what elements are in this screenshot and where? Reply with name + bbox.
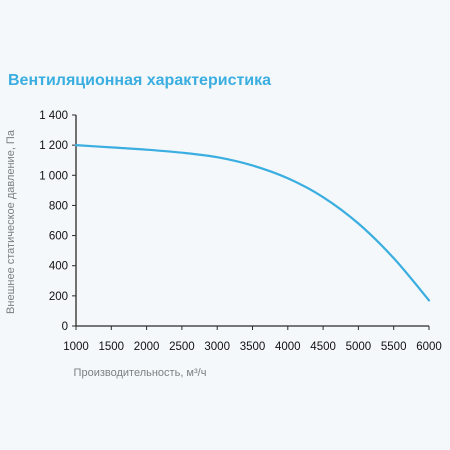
y-tick-label: 400 [49,261,68,273]
y-tick-label: 800 [49,200,68,212]
x-tick-label: 5500 [381,341,407,353]
y-tick-label: 200 [49,291,68,303]
y-tick-label: 600 [49,231,68,243]
y-tick-label: 1 200 [39,140,68,152]
x-tick-label: 1500 [99,341,125,353]
x-tick-label: 2500 [169,341,195,353]
y-tick-label: 1 000 [39,170,68,182]
x-tick-label: 4500 [310,341,336,353]
x-tick-label: 5000 [346,341,372,353]
series-line-pressure [74,144,431,302]
x-tick-label: 3000 [204,341,230,353]
x-ticks: 1000 1500 2000 2500 3000 3500 4000 4500 5000 5500… [63,326,442,353]
y-tick-label: 0 [62,321,68,333]
y-tick-label: 1 400 [39,110,68,122]
chart-title: Вентиляционная характеристика [8,72,272,89]
x-tick-label: 4000 [275,341,301,353]
x-tick-label: 2000 [134,341,160,353]
x-tick-label: 6000 [416,341,442,353]
y-axis-label: Внешнее статическое давление, Па [5,129,17,314]
x-tick-label: 1000 [63,341,89,353]
x-axis-label: Производительность, м³/ч [74,367,207,379]
x-tick-label: 3500 [240,341,266,353]
y-ticks: 0 200 400 600 800 1 000 1 200 1 400 [39,110,76,333]
